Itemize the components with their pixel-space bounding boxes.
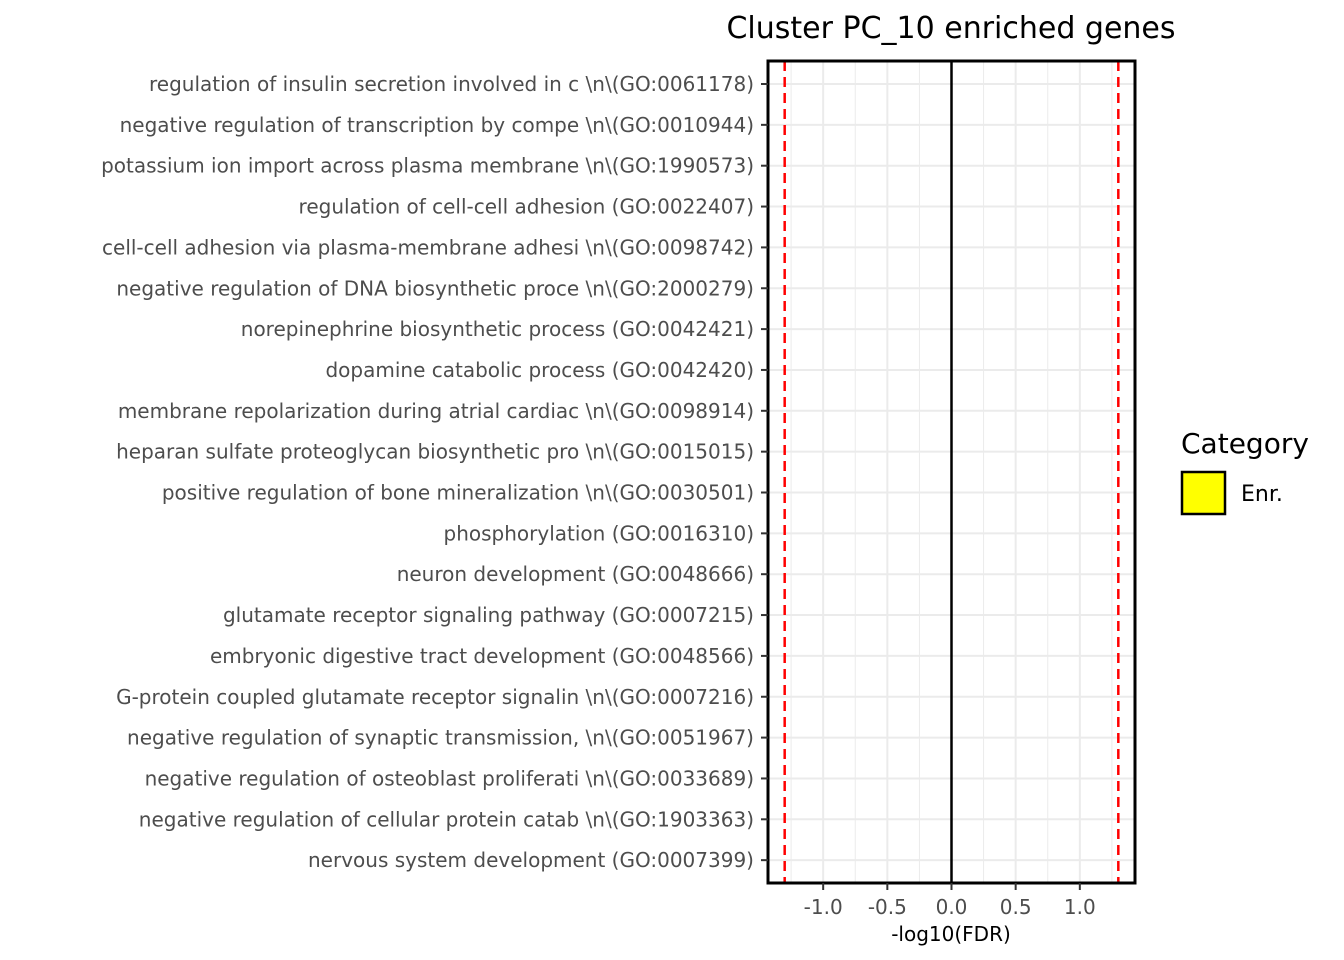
x-tick-label: -1.0 bbox=[804, 895, 843, 919]
y-tick-label: membrane repolarization during atrial ca… bbox=[118, 399, 754, 423]
y-tick-label: embryonic digestive tract development (G… bbox=[210, 644, 754, 668]
y-axis-labels: regulation of insulin secretion involved… bbox=[101, 72, 768, 872]
y-tick-label: cell-cell adhesion via plasma-membrane a… bbox=[102, 235, 754, 259]
x-axis: -1.0 -0.5 0.0 0.5 1.0 bbox=[804, 883, 1096, 919]
y-tick-label: negative regulation of transcription by … bbox=[120, 113, 754, 137]
y-tick-label: G-protein coupled glutamate receptor sig… bbox=[116, 685, 754, 709]
y-tick-label: neuron development (GO:0048666) bbox=[397, 562, 754, 586]
y-tick-label: potassium ion import across plasma membr… bbox=[101, 154, 754, 178]
y-tick-label: negative regulation of synaptic transmis… bbox=[127, 726, 754, 750]
plot-area bbox=[766, 59, 1137, 885]
legend: Category Enr. bbox=[1180, 427, 1309, 516]
y-tick-label: nervous system development (GO:0007399) bbox=[308, 848, 754, 872]
y-tick-label: negative regulation of DNA biosynthetic … bbox=[116, 276, 754, 300]
chart-title: Cluster PC_10 enriched genes bbox=[726, 11, 1175, 46]
x-tick-label: -0.5 bbox=[868, 895, 907, 919]
y-tick-label: heparan sulfate proteoglycan biosyntheti… bbox=[116, 440, 754, 464]
y-tick-label: positive regulation of bone mineralizati… bbox=[162, 481, 754, 505]
y-tick-label: negative regulation of cellular protein … bbox=[139, 807, 754, 831]
legend-title: Category bbox=[1181, 427, 1309, 460]
y-tick-label: phosphorylation (GO:0016310) bbox=[444, 521, 754, 545]
x-tick-label: 1.0 bbox=[1064, 895, 1096, 919]
legend-swatch bbox=[1180, 470, 1227, 516]
legend-label: Enr. bbox=[1241, 482, 1283, 507]
y-tick-label: regulation of cell-cell adhesion (GO:002… bbox=[299, 195, 754, 219]
y-tick-label: negative regulation of osteoblast prolif… bbox=[145, 766, 754, 790]
legend-items: Enr. bbox=[1180, 470, 1283, 516]
x-tick-label: 0.5 bbox=[1000, 895, 1032, 919]
y-tick-label: dopamine catabolic process (GO:0042420) bbox=[325, 358, 754, 382]
x-tick-label: 0.0 bbox=[936, 895, 968, 919]
x-axis-title: -log10(FDR) bbox=[891, 922, 1011, 946]
y-tick-label: norepinephrine biosynthetic process (GO:… bbox=[241, 317, 754, 341]
y-tick-label: glutamate receptor signaling pathway (GO… bbox=[223, 603, 754, 627]
y-tick-label: regulation of insulin secretion involved… bbox=[149, 72, 754, 96]
